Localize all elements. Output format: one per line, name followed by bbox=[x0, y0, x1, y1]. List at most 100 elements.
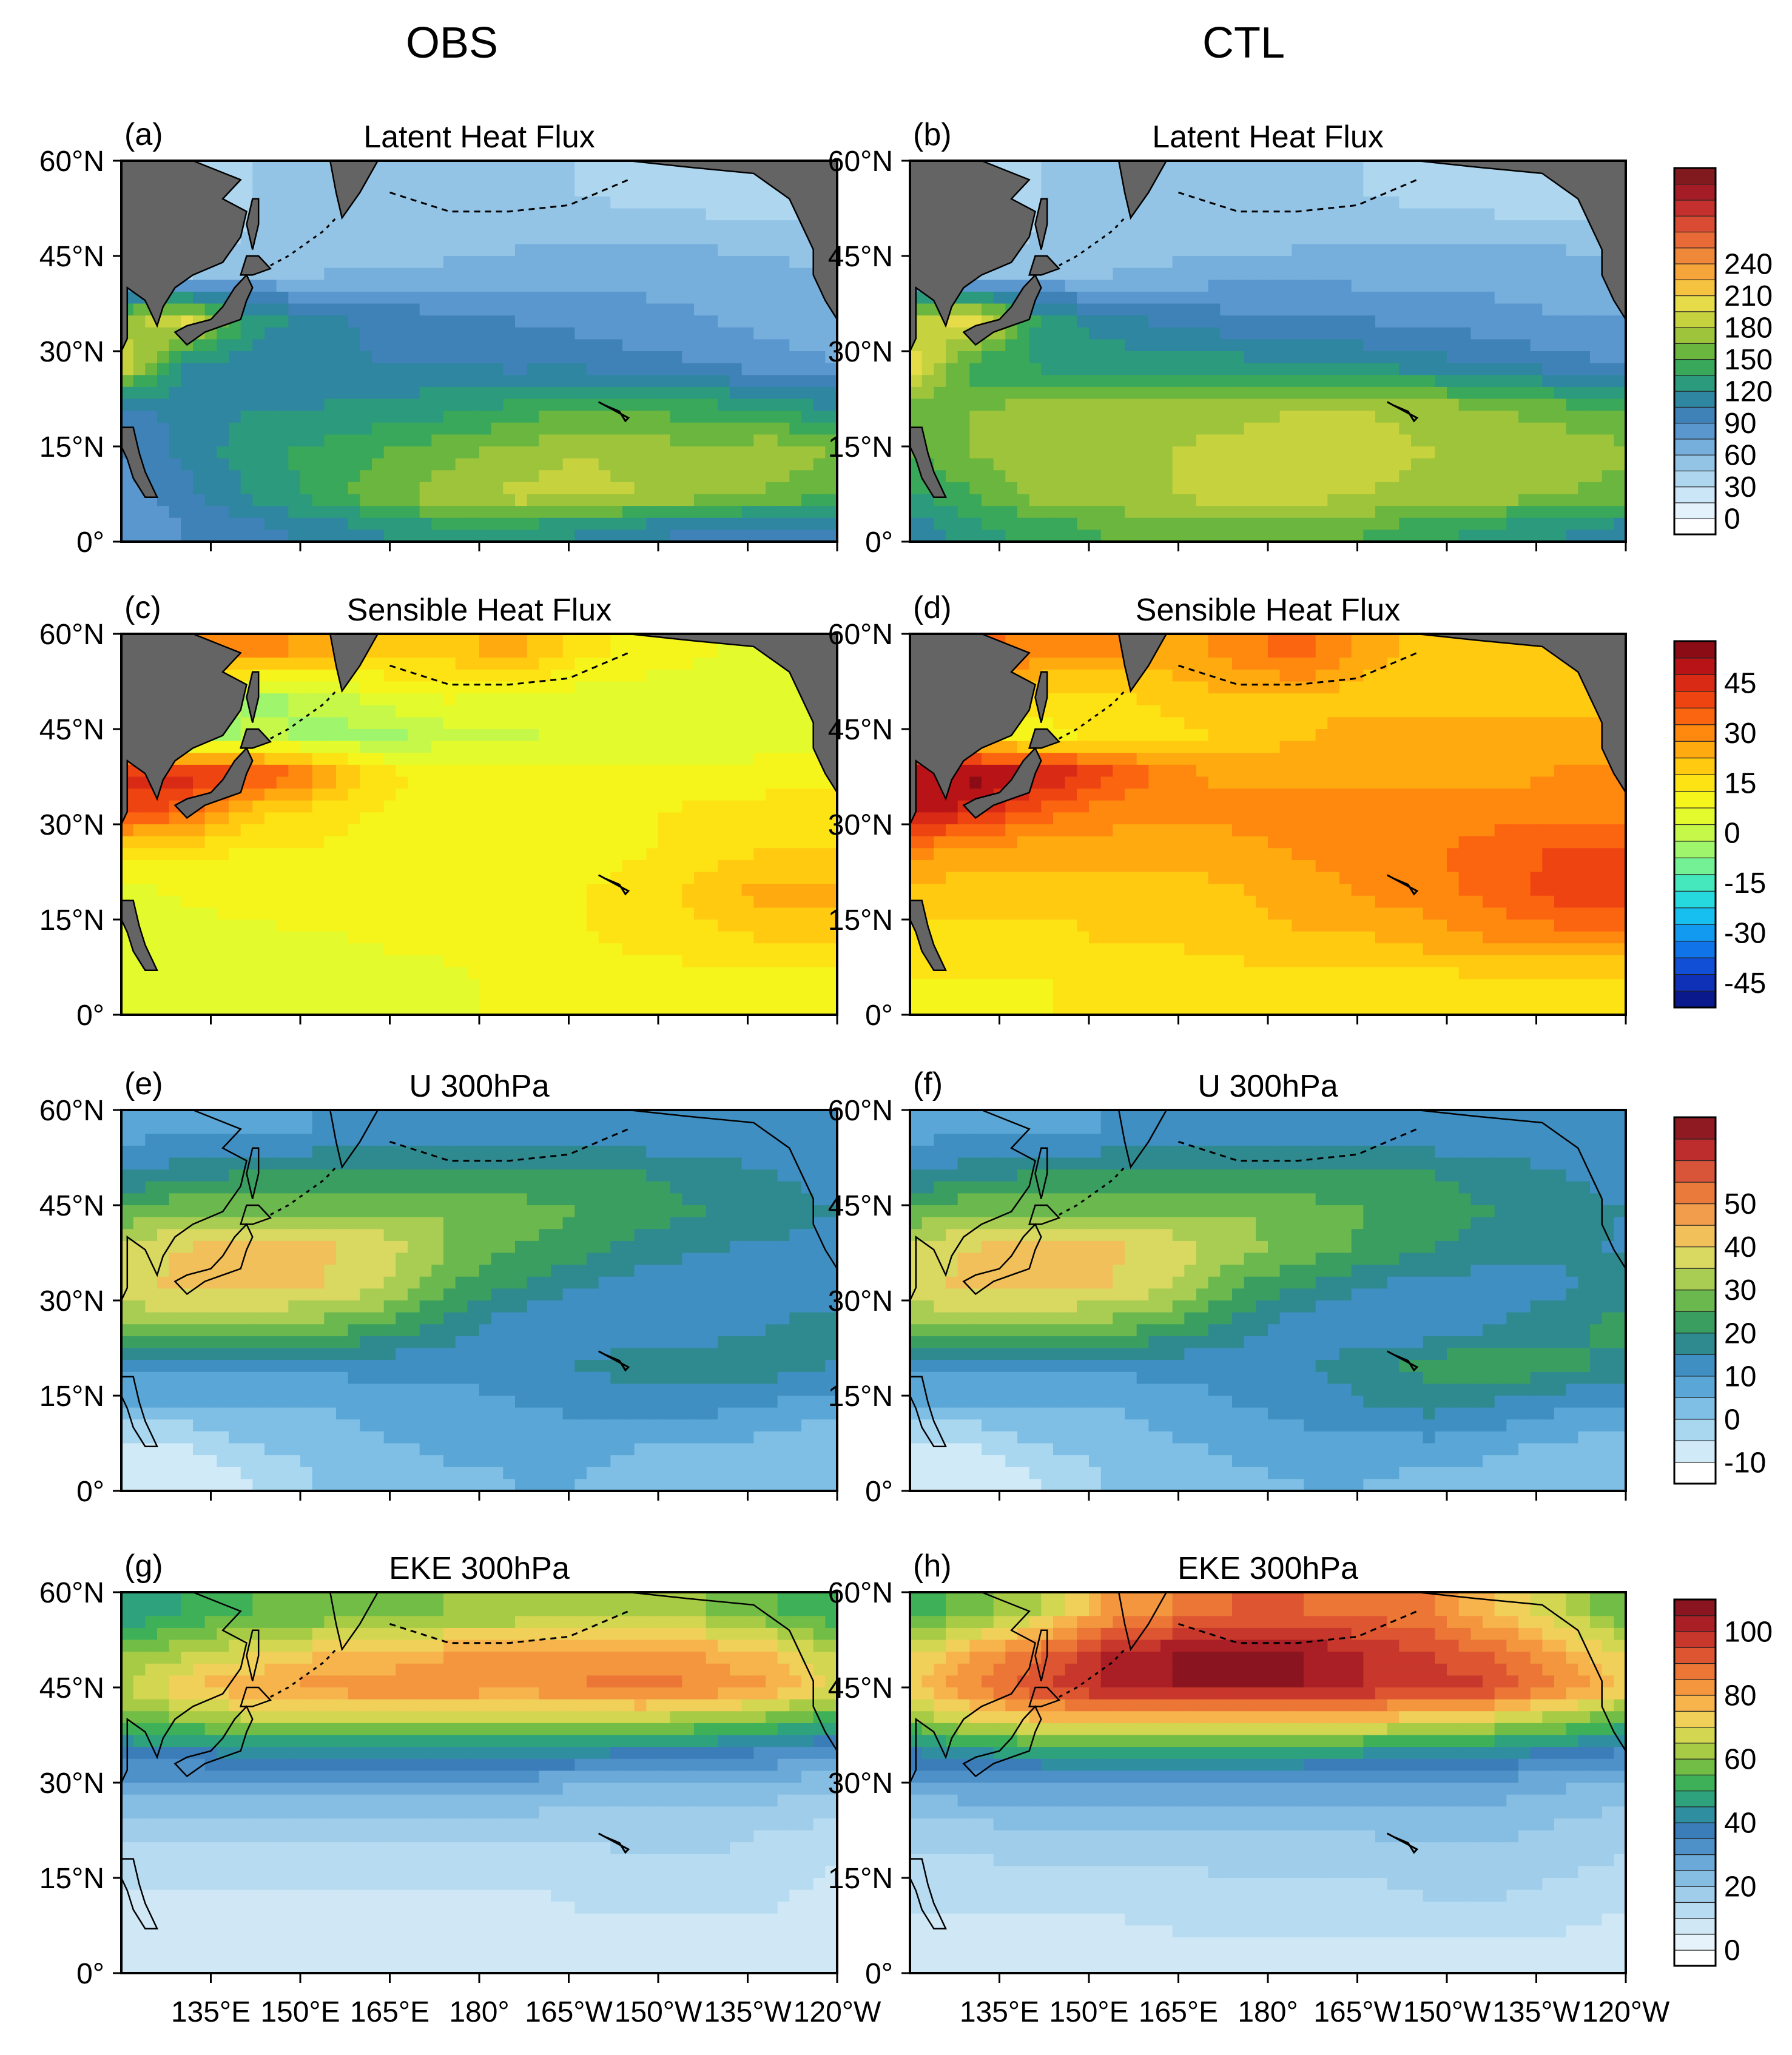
field-cell bbox=[1232, 482, 1245, 495]
field-cell bbox=[1113, 494, 1125, 506]
field-cell bbox=[1244, 208, 1257, 221]
field-cell bbox=[527, 363, 540, 376]
field-cell bbox=[1029, 458, 1042, 471]
field-cell bbox=[348, 824, 361, 837]
field-cell bbox=[934, 339, 946, 352]
field-cell bbox=[1232, 244, 1245, 257]
field-cell bbox=[360, 256, 372, 269]
field-cell bbox=[1483, 184, 1495, 197]
field-cell bbox=[1077, 530, 1090, 542]
field-cell bbox=[634, 800, 647, 813]
field-cell bbox=[360, 303, 372, 316]
field-cell bbox=[276, 375, 289, 388]
field-cell bbox=[730, 729, 743, 742]
field-cell bbox=[419, 645, 433, 659]
field-cell bbox=[982, 506, 994, 519]
field-cell bbox=[312, 386, 325, 400]
field-cell bbox=[1125, 315, 1137, 328]
field-cell bbox=[1470, 446, 1483, 459]
field-cell bbox=[360, 196, 372, 209]
field-cell bbox=[1029, 399, 1042, 411]
field-cell bbox=[1447, 482, 1460, 495]
field-cell bbox=[1447, 315, 1460, 328]
field-cell bbox=[1387, 422, 1400, 436]
field-cell bbox=[217, 446, 229, 459]
field-cell bbox=[1136, 422, 1150, 436]
field-cell bbox=[622, 789, 635, 801]
field-cell bbox=[240, 800, 254, 813]
field-cell bbox=[694, 506, 707, 519]
field-cell bbox=[443, 470, 456, 483]
field-cell bbox=[801, 824, 814, 837]
field-cell bbox=[1292, 291, 1304, 304]
field-cell bbox=[1399, 375, 1412, 388]
field-cell bbox=[598, 517, 611, 531]
field-cell bbox=[1315, 339, 1329, 352]
field-cell bbox=[562, 280, 576, 292]
field-cell bbox=[312, 351, 325, 364]
field-cell bbox=[312, 705, 325, 718]
field-cell bbox=[1339, 422, 1352, 436]
field-cell bbox=[396, 399, 408, 411]
field-cell bbox=[969, 280, 982, 292]
field-cell bbox=[539, 800, 551, 813]
field-cell bbox=[419, 422, 433, 436]
field-cell bbox=[312, 812, 325, 825]
field-cell bbox=[1077, 172, 1090, 186]
field-cell bbox=[1244, 494, 1257, 506]
field-cell bbox=[1351, 184, 1364, 197]
field-cell bbox=[574, 351, 587, 364]
field-cell bbox=[348, 303, 361, 316]
field-cell bbox=[181, 280, 194, 292]
field-cell bbox=[1458, 256, 1472, 269]
field-cell bbox=[1065, 482, 1078, 495]
field-cell bbox=[801, 315, 814, 328]
field-cell bbox=[1470, 375, 1483, 388]
field-cell bbox=[348, 267, 361, 281]
field-cell bbox=[276, 824, 289, 837]
field-cell bbox=[946, 494, 958, 506]
field-cell bbox=[419, 530, 433, 542]
field-cell bbox=[706, 327, 719, 340]
field-cell bbox=[1458, 470, 1472, 483]
field-cell bbox=[969, 470, 982, 483]
field-cell bbox=[336, 458, 349, 471]
field-cell bbox=[491, 776, 504, 789]
field-cell bbox=[562, 753, 576, 765]
field-cell bbox=[777, 729, 790, 742]
field-cell bbox=[527, 220, 540, 233]
field-cell bbox=[300, 530, 313, 542]
field-cell bbox=[694, 434, 707, 447]
field-cell bbox=[372, 363, 385, 376]
field-cell bbox=[539, 172, 551, 186]
field-cell bbox=[813, 446, 826, 459]
field-cell bbox=[1005, 494, 1018, 506]
field-cell bbox=[336, 741, 349, 754]
field-cell bbox=[670, 267, 683, 281]
field-cell bbox=[1041, 458, 1054, 471]
field-cell bbox=[133, 848, 146, 861]
field-cell bbox=[789, 693, 802, 706]
field-cell bbox=[360, 669, 372, 682]
field-cell bbox=[1053, 232, 1066, 245]
field-cell bbox=[766, 220, 778, 233]
field-cell bbox=[193, 530, 206, 542]
field-cell bbox=[1256, 196, 1268, 209]
field-cell bbox=[1578, 327, 1591, 340]
field-cell bbox=[348, 729, 361, 742]
field-cell bbox=[957, 291, 971, 304]
field-cell bbox=[1292, 161, 1304, 173]
field-cell bbox=[801, 363, 814, 376]
field-cell bbox=[264, 812, 277, 825]
field-cell bbox=[969, 363, 982, 376]
field-cell bbox=[1172, 351, 1185, 364]
field-cell bbox=[1327, 363, 1340, 376]
field-cell bbox=[551, 800, 564, 813]
field-cell bbox=[467, 776, 480, 789]
field-cell bbox=[598, 729, 611, 742]
field-cell bbox=[694, 315, 707, 328]
field-cell bbox=[1447, 422, 1460, 436]
field-cell bbox=[1196, 446, 1209, 459]
field-cell bbox=[646, 458, 659, 471]
field-cell bbox=[587, 434, 599, 447]
